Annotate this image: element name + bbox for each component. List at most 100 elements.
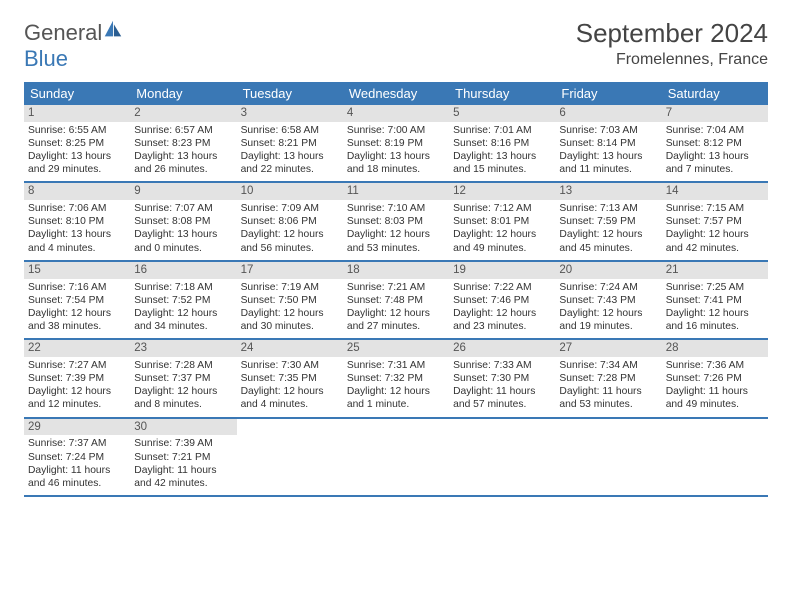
day-number: 3 xyxy=(237,105,343,122)
day-number: 17 xyxy=(237,262,343,279)
sunset-line: Sunset: 7:21 PM xyxy=(134,451,232,464)
day-number: 2 xyxy=(130,105,236,122)
day-number: 28 xyxy=(662,340,768,357)
day-cell-empty xyxy=(555,419,661,495)
day-cell: 23Sunrise: 7:28 AMSunset: 7:37 PMDayligh… xyxy=(130,340,236,416)
daylight-line: Daylight: 13 hours and 22 minutes. xyxy=(241,150,339,176)
sunset-line: Sunset: 8:16 PM xyxy=(453,137,551,150)
day-number: 24 xyxy=(237,340,343,357)
sunset-line: Sunset: 8:23 PM xyxy=(134,137,232,150)
day-cell: 19Sunrise: 7:22 AMSunset: 7:46 PMDayligh… xyxy=(449,262,555,338)
day-cell: 7Sunrise: 7:04 AMSunset: 8:12 PMDaylight… xyxy=(662,105,768,181)
day-cell: 3Sunrise: 6:58 AMSunset: 8:21 PMDaylight… xyxy=(237,105,343,181)
daylight-line: Daylight: 12 hours and 27 minutes. xyxy=(347,307,445,333)
day-cell: 12Sunrise: 7:12 AMSunset: 8:01 PMDayligh… xyxy=(449,183,555,259)
sunset-line: Sunset: 7:41 PM xyxy=(666,294,764,307)
sunset-line: Sunset: 8:10 PM xyxy=(28,215,126,228)
day-cell: 26Sunrise: 7:33 AMSunset: 7:30 PMDayligh… xyxy=(449,340,555,416)
sunrise-line: Sunrise: 7:25 AM xyxy=(666,281,764,294)
sunset-line: Sunset: 7:52 PM xyxy=(134,294,232,307)
sunrise-line: Sunrise: 7:21 AM xyxy=(347,281,445,294)
day-cell: 16 Sunrise: 7:18 AMSunset: 7:52 PMDayligh… xyxy=(130,262,236,338)
daylight-line: Daylight: 12 hours and 23 minutes. xyxy=(453,307,551,333)
day-cell: 20Sunrise: 7:24 AMSunset: 7:43 PMDayligh… xyxy=(555,262,661,338)
day-cell: 9Sunrise: 7:07 AMSunset: 8:08 PMDaylight… xyxy=(130,183,236,259)
sunrise-line: Sunrise: 7:18 AM xyxy=(134,281,232,294)
daylight-line: Daylight: 12 hours and 12 minutes. xyxy=(28,385,126,411)
logo-part1: General xyxy=(24,20,102,45)
daylight-line: Daylight: 11 hours and 53 minutes. xyxy=(559,385,657,411)
sunset-line: Sunset: 7:30 PM xyxy=(453,372,551,385)
sunrise-line: Sunrise: 7:22 AM xyxy=(453,281,551,294)
day-cell-empty xyxy=(237,419,343,495)
day-cell-empty xyxy=(662,419,768,495)
day-cell: 24 Sunrise: 7:30 AMSunset: 7:35 PMDayligh… xyxy=(237,340,343,416)
sunset-line: Sunset: 8:08 PM xyxy=(134,215,232,228)
title-block: September 2024 Fromelennes, France xyxy=(576,18,768,69)
month-title: September 2024 xyxy=(576,18,768,49)
daylight-line: Daylight: 12 hours and 16 minutes. xyxy=(666,307,764,333)
logo-part2: Blue xyxy=(24,46,68,71)
day-number: 16 xyxy=(130,262,236,279)
sunrise-line: Sunrise: 7:33 AM xyxy=(453,359,551,372)
day-cell: 28Sunrise: 7:36 AMSunset: 7:26 PMDayligh… xyxy=(662,340,768,416)
day-number: 5 xyxy=(449,105,555,122)
day-number: 1 xyxy=(24,105,130,122)
sunrise-line: Sunrise: 7:30 AM xyxy=(241,359,339,372)
weekday-header: Sunday xyxy=(24,82,130,105)
sunset-line: Sunset: 8:21 PM xyxy=(241,137,339,150)
day-cell: 4Sunrise: 7:00 AMSunset: 8:19 PMDaylight… xyxy=(343,105,449,181)
daylight-line: Daylight: 13 hours and 0 minutes. xyxy=(134,228,232,254)
day-cell: 6Sunrise: 7:03 AMSunset: 8:14 PMDaylight… xyxy=(555,105,661,181)
weekday-header: Friday xyxy=(555,82,661,105)
day-number: 26 xyxy=(449,340,555,357)
week-row: 1Sunrise: 6:55 AMSunset: 8:25 PMDaylight… xyxy=(24,105,768,183)
daylight-line: Daylight: 12 hours and 4 minutes. xyxy=(241,385,339,411)
weekday-header-row: SundayMondayTuesdayWednesdayThursdayFrid… xyxy=(24,82,768,105)
week-row: 29Sunrise: 7:37 AMSunset: 7:24 PMDayligh… xyxy=(24,419,768,497)
sunrise-line: Sunrise: 7:07 AM xyxy=(134,202,232,215)
weekday-header: Saturday xyxy=(662,82,768,105)
calendar: SundayMondayTuesdayWednesdayThursdayFrid… xyxy=(24,82,768,497)
calendar-page: GeneralBlue September 2024 Fromelennes, … xyxy=(0,0,792,515)
logo-sail-icon xyxy=(102,18,124,40)
week-row: 22Sunrise: 7:27 AMSunset: 7:39 PMDayligh… xyxy=(24,340,768,418)
sunset-line: Sunset: 7:39 PM xyxy=(28,372,126,385)
sunrise-line: Sunrise: 7:19 AM xyxy=(241,281,339,294)
sunset-line: Sunset: 8:01 PM xyxy=(453,215,551,228)
day-number: 8 xyxy=(24,183,130,200)
daylight-line: Daylight: 12 hours and 30 minutes. xyxy=(241,307,339,333)
daylight-line: Daylight: 13 hours and 18 minutes. xyxy=(347,150,445,176)
daylight-line: Daylight: 12 hours and 34 minutes. xyxy=(134,307,232,333)
day-number: 23 xyxy=(130,340,236,357)
sunrise-line: Sunrise: 7:34 AM xyxy=(559,359,657,372)
day-cell: 14Sunrise: 7:15 AMSunset: 7:57 PMDayligh… xyxy=(662,183,768,259)
sunset-line: Sunset: 8:19 PM xyxy=(347,137,445,150)
sunset-line: Sunset: 7:28 PM xyxy=(559,372,657,385)
day-cell: 2Sunrise: 6:57 AMSunset: 8:23 PMDaylight… xyxy=(130,105,236,181)
sunset-line: Sunset: 8:06 PM xyxy=(241,215,339,228)
sunrise-line: Sunrise: 7:24 AM xyxy=(559,281,657,294)
sunrise-line: Sunrise: 7:36 AM xyxy=(666,359,764,372)
day-cell: 11Sunrise: 7:10 AMSunset: 8:03 PMDayligh… xyxy=(343,183,449,259)
day-number: 4 xyxy=(343,105,449,122)
day-cell-empty xyxy=(449,419,555,495)
sunset-line: Sunset: 7:32 PM xyxy=(347,372,445,385)
daylight-line: Daylight: 12 hours and 19 minutes. xyxy=(559,307,657,333)
daylight-line: Daylight: 12 hours and 45 minutes. xyxy=(559,228,657,254)
day-cell: 30Sunrise: 7:39 AMSunset: 7:21 PMDayligh… xyxy=(130,419,236,495)
daylight-line: Daylight: 12 hours and 56 minutes. xyxy=(241,228,339,254)
daylight-line: Daylight: 13 hours and 7 minutes. xyxy=(666,150,764,176)
day-cell: 8Sunrise: 7:06 AMSunset: 8:10 PMDaylight… xyxy=(24,183,130,259)
sunrise-line: Sunrise: 7:37 AM xyxy=(28,437,126,450)
daylight-line: Daylight: 11 hours and 49 minutes. xyxy=(666,385,764,411)
sunset-line: Sunset: 8:25 PM xyxy=(28,137,126,150)
day-number: 30 xyxy=(130,419,236,436)
sunset-line: Sunset: 7:35 PM xyxy=(241,372,339,385)
sunrise-line: Sunrise: 7:31 AM xyxy=(347,359,445,372)
sunset-line: Sunset: 8:03 PM xyxy=(347,215,445,228)
sunrise-line: Sunrise: 7:01 AM xyxy=(453,124,551,137)
day-cell: 10Sunrise: 7:09 AMSunset: 8:06 PMDayligh… xyxy=(237,183,343,259)
sunrise-line: Sunrise: 7:28 AM xyxy=(134,359,232,372)
day-number: 15 xyxy=(24,262,130,279)
